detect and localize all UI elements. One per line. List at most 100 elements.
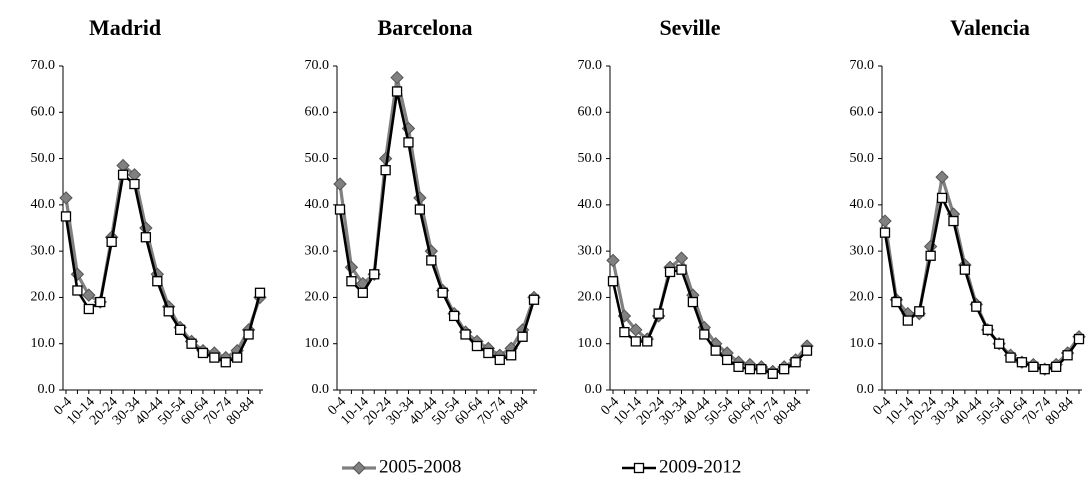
marker xyxy=(437,287,448,298)
marker xyxy=(460,329,471,340)
marker xyxy=(674,251,689,265)
marker xyxy=(334,204,346,215)
y-tick-label: 20.0 xyxy=(850,290,875,305)
chart-title: Valencia xyxy=(950,15,1030,40)
marker xyxy=(633,462,645,474)
y-tick-label: 40.0 xyxy=(31,197,56,212)
y-tick-label: 20.0 xyxy=(578,290,603,305)
marker xyxy=(483,347,494,359)
y-tick-label: 0.0 xyxy=(857,382,875,397)
marker xyxy=(243,329,254,340)
y-tick-label: 40.0 xyxy=(578,197,603,212)
marker xyxy=(140,232,152,243)
marker xyxy=(936,192,948,204)
marker xyxy=(380,164,391,176)
marker xyxy=(232,352,243,363)
marker xyxy=(83,303,94,315)
marker xyxy=(878,214,892,228)
marker xyxy=(1028,361,1039,373)
y-tick-label: 10.0 xyxy=(578,336,603,351)
marker xyxy=(744,364,756,375)
y-tick-label: 50.0 xyxy=(305,151,330,166)
legend-label: 2009-2012 xyxy=(659,456,741,477)
series-line xyxy=(64,173,262,364)
y-tick-label: 70.0 xyxy=(31,58,56,73)
marker xyxy=(1039,364,1050,375)
marker xyxy=(391,86,403,97)
marker xyxy=(152,276,163,287)
marker xyxy=(914,306,925,317)
marker xyxy=(448,310,460,322)
marker xyxy=(352,461,366,475)
marker xyxy=(117,169,129,180)
marker xyxy=(197,347,209,359)
y-tick-label: 10.0 xyxy=(31,336,56,351)
marker xyxy=(779,364,790,375)
y-tick-label: 60.0 xyxy=(31,105,56,120)
marker xyxy=(676,264,687,275)
marker xyxy=(664,266,676,278)
marker xyxy=(254,287,266,298)
marker xyxy=(528,294,540,305)
series-line xyxy=(338,90,536,362)
marker xyxy=(517,331,528,342)
y-tick-label: 40.0 xyxy=(305,197,330,212)
marker xyxy=(333,177,347,191)
marker xyxy=(948,215,959,227)
marker xyxy=(346,276,357,287)
chart-title: Madrid xyxy=(89,15,161,40)
marker xyxy=(891,296,902,308)
marker xyxy=(60,211,72,222)
marker xyxy=(369,269,380,280)
y-tick-label: 60.0 xyxy=(850,105,875,120)
y-tick-label: 70.0 xyxy=(305,58,330,73)
y-tick-label: 40.0 xyxy=(850,197,875,212)
marker xyxy=(1005,352,1016,363)
marker xyxy=(756,364,767,375)
y-tick-label: 50.0 xyxy=(578,151,603,166)
marker xyxy=(619,326,630,338)
marker xyxy=(710,345,721,356)
y-tick-label: 70.0 xyxy=(850,58,875,73)
marker xyxy=(879,227,891,238)
marker xyxy=(506,350,517,361)
y-tick-label: 30.0 xyxy=(31,243,56,258)
series-line xyxy=(611,256,809,374)
y-tick-label: 20.0 xyxy=(305,290,330,305)
marker xyxy=(403,137,414,148)
marker xyxy=(1051,361,1062,373)
y-tick-label: 60.0 xyxy=(305,105,330,120)
y-tick-label: 20.0 xyxy=(31,290,56,305)
marker xyxy=(494,354,505,366)
chart-title: Seville xyxy=(659,15,720,40)
marker xyxy=(721,354,733,366)
marker xyxy=(390,70,404,85)
marker xyxy=(629,323,643,337)
y-tick-label: 30.0 xyxy=(305,243,330,258)
y-tick-label: 30.0 xyxy=(578,243,603,258)
marker xyxy=(959,264,971,275)
series-line xyxy=(883,196,1081,371)
y-tick-label: 0.0 xyxy=(312,382,330,397)
series-line xyxy=(64,163,262,360)
marker xyxy=(471,340,483,352)
marker xyxy=(902,315,913,326)
marker xyxy=(186,338,197,349)
marker xyxy=(925,250,936,261)
marker xyxy=(982,324,993,335)
chart-title: Barcelona xyxy=(378,15,473,40)
marker xyxy=(767,368,778,379)
y-tick-label: 60.0 xyxy=(578,105,603,120)
y-tick-label: 30.0 xyxy=(850,243,875,258)
y-tick-label: 50.0 xyxy=(850,151,875,166)
marker xyxy=(699,329,710,340)
y-tick-label: 50.0 xyxy=(31,151,56,166)
series-line xyxy=(611,268,808,376)
marker xyxy=(59,191,73,205)
y-tick-label: 0.0 xyxy=(585,382,603,397)
series-line xyxy=(338,75,536,357)
marker xyxy=(414,204,426,215)
marker xyxy=(357,287,368,298)
